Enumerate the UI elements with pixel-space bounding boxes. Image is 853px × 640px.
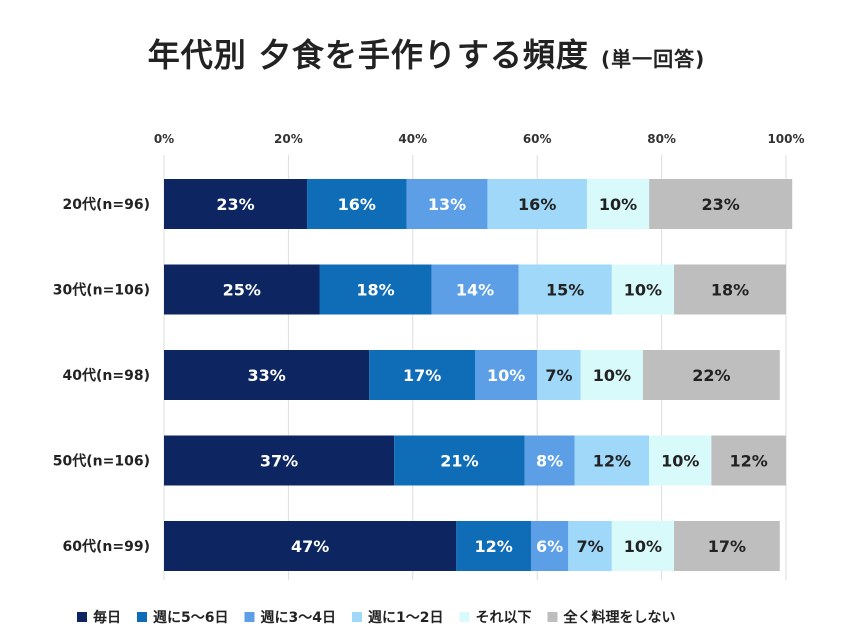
x-axis-ticks: 0% 20% 40% 60% 80% 100% — [154, 132, 805, 146]
bar-segment — [475, 350, 538, 400]
data-label: 14% — [456, 281, 494, 300]
bar-segment — [530, 521, 569, 571]
bars: 23% 16% 13% 16% 10% 23% 25% 18% 14% 15% 10% 18% 33% 1… — [164, 179, 793, 571]
bar-segment — [406, 179, 488, 229]
data-label: 17% — [403, 366, 441, 385]
data-label: 18% — [356, 281, 394, 300]
data-label: 15% — [546, 281, 584, 300]
legend-label: 週に1～2日 — [368, 610, 443, 626]
legend-swatch — [547, 612, 558, 622]
x-tick-label: 0% — [154, 132, 174, 146]
category-labels: 20代(n=96) 30代(n=106) 40代(n=98) 50代(n=106) 60… — [53, 196, 150, 555]
bar-segment — [319, 264, 432, 315]
data-label: 33% — [247, 366, 285, 385]
data-label: 10% — [593, 366, 631, 385]
legend-label: 週に5～6日 — [153, 610, 228, 626]
data-label: 10% — [661, 452, 699, 471]
data-label: 25% — [223, 281, 261, 300]
bar-segment — [164, 350, 370, 400]
data-label: 22% — [692, 366, 730, 385]
bar-segment — [537, 350, 581, 400]
legend-label: 毎日 — [93, 609, 121, 626]
legend-swatch — [244, 612, 255, 622]
bar-segment — [568, 521, 612, 571]
bar-segment — [649, 179, 793, 229]
data-label: 10% — [624, 537, 662, 556]
legend-label: 全く料理をしない — [562, 609, 675, 626]
legend-label: それ以下 — [475, 610, 531, 626]
bar-segment — [611, 264, 675, 315]
x-tick-label: 60% — [523, 132, 552, 146]
x-tick-label: 100% — [767, 132, 804, 146]
data-label: 10% — [624, 281, 662, 300]
bar-segment — [394, 435, 525, 486]
data-label: 23% — [702, 195, 740, 214]
data-label: 6% — [536, 537, 563, 556]
data-label: 10% — [487, 366, 525, 385]
legend-swatch — [137, 612, 147, 622]
bar-segment — [487, 179, 587, 229]
data-label: 21% — [440, 452, 478, 471]
bar-segment — [164, 264, 320, 315]
category-label: 50代(n=106) — [53, 453, 150, 470]
data-label: 23% — [216, 195, 254, 214]
legend-label: 週に3～4日 — [260, 610, 335, 626]
data-label: 17% — [708, 537, 746, 556]
bar-segment — [524, 435, 575, 486]
data-label: 12% — [593, 452, 631, 471]
bar-segment — [586, 179, 650, 229]
bar-segment — [164, 179, 308, 229]
legend: 毎日 週に5～6日 週に3～4日 週に1～2日 それ以下 全く料理をしない — [77, 609, 675, 626]
chart-subtitle: (単一回答) — [601, 47, 706, 71]
data-label: 16% — [338, 195, 376, 214]
legend-swatch — [351, 612, 362, 622]
bar-segment — [580, 350, 643, 400]
category-label: 40代(n=98) — [63, 367, 150, 384]
data-label: 7% — [576, 537, 603, 556]
x-tick-label: 20% — [274, 132, 303, 146]
data-label: 12% — [730, 452, 768, 471]
data-label: 37% — [260, 452, 298, 471]
legend-swatch — [459, 612, 470, 622]
bar-segment — [431, 264, 519, 315]
data-label: 13% — [428, 195, 466, 214]
data-label: 8% — [536, 452, 563, 471]
bar-segment — [711, 435, 786, 486]
bar-segment — [369, 350, 475, 400]
x-tick-label: 40% — [398, 132, 427, 146]
category-label: 20代(n=96) — [63, 196, 150, 213]
x-tick-label: 80% — [647, 132, 676, 146]
chart-title-main: 年代別 夕食を手作りする頻度 — [147, 36, 589, 74]
bar-segment — [456, 521, 531, 571]
bar-segment — [674, 521, 780, 571]
legend-swatch — [77, 612, 87, 622]
category-label: 60代(n=99) — [63, 538, 150, 555]
bar-segment — [518, 264, 612, 315]
category-label: 30代(n=106) — [53, 282, 150, 299]
data-label: 12% — [475, 537, 513, 556]
data-label: 16% — [518, 195, 556, 214]
bar-segment — [642, 350, 780, 400]
bar-segment — [164, 435, 395, 486]
bar-segment — [307, 179, 407, 229]
bar-segment — [649, 435, 712, 486]
chart-title: 年代別 夕食を手作りする頻度 (単一回答) — [0, 30, 853, 76]
data-label: 10% — [599, 195, 637, 214]
data-label: 18% — [711, 281, 749, 300]
data-label: 47% — [291, 537, 329, 556]
bar-segment — [611, 521, 675, 571]
bar-segment — [674, 264, 786, 315]
bar-segment — [574, 435, 650, 486]
bar-segment — [164, 521, 457, 571]
data-label: 7% — [545, 366, 572, 385]
